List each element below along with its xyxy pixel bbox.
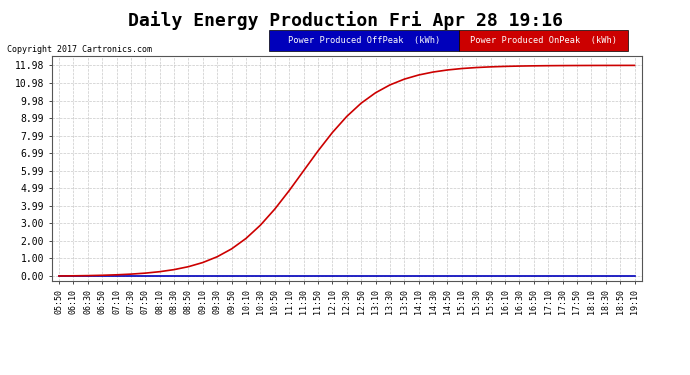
Text: Power Produced OffPeak  (kWh): Power Produced OffPeak (kWh) <box>288 36 440 45</box>
Text: Copyright 2017 Cartronics.com: Copyright 2017 Cartronics.com <box>7 45 152 54</box>
Text: Power Produced OnPeak  (kWh): Power Produced OnPeak (kWh) <box>470 36 617 45</box>
Text: Daily Energy Production Fri Apr 28 19:16: Daily Energy Production Fri Apr 28 19:16 <box>128 11 562 30</box>
